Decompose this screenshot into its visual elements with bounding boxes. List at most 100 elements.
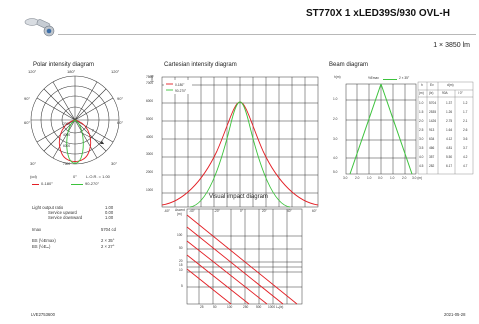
beam-table-cell: 357	[429, 155, 435, 159]
beam-table-cell: 1.2	[463, 101, 468, 105]
beam-table-header: h	[421, 83, 423, 87]
luminaire-image	[24, 14, 58, 38]
polar-angle-label: 30°	[111, 161, 118, 166]
cartesian-x-tick: -20°	[214, 209, 220, 213]
footer-code: LVE2753600	[31, 312, 55, 317]
beam-table-grid	[417, 81, 474, 175]
beam-table-subheader: (lx)	[429, 91, 434, 95]
beam-table-subheader: / 0°	[458, 91, 463, 95]
beam-table-cell: 3.7	[463, 146, 468, 150]
visual-y-unit-top: Ascent	[175, 208, 185, 212]
polar-radial-label: 7500	[63, 162, 71, 166]
cartesian-x-tick: 0°	[240, 209, 244, 213]
cartesian-y-tick: 3000	[146, 152, 154, 156]
beam-x-tick: 0.0	[378, 176, 383, 180]
polar-angle-label: 120°	[28, 69, 37, 74]
visual-title: Visual impact diagram	[209, 194, 268, 200]
polar-angle-label: 90°	[117, 96, 124, 101]
cartesian-y-tick: 7500	[146, 75, 154, 79]
beam-y-tick: 4.0	[333, 156, 338, 160]
beam-x-tick: 1.0	[390, 176, 395, 180]
imax-value: 5704 cd	[101, 227, 116, 232]
polar-diagram	[30, 75, 120, 165]
beam-table-cell: 913	[429, 128, 435, 132]
info-value: 1.00	[105, 205, 114, 210]
visual-y-tick: 50	[179, 246, 183, 250]
beam-legend-label: ½Emax	[368, 76, 379, 80]
beam-table-cell: 1.64	[446, 128, 453, 132]
visual-x-tick: 500	[256, 305, 262, 309]
visual-y-tick: 15	[179, 263, 183, 267]
beam-table-cell: 4.0	[419, 155, 424, 159]
cartesian-x-tick: -60°	[164, 209, 170, 213]
visual-x-tick: 50	[213, 305, 217, 309]
visual-y-tick: 10	[179, 268, 183, 272]
cartesian-x-tick: 20°	[262, 209, 267, 213]
beam-table-cell: 1.26	[446, 110, 453, 114]
polar-curve-0-180	[58, 119, 92, 162]
legend-swatch-green	[71, 184, 83, 185]
beam-table-cell: 4.81	[446, 146, 453, 150]
beam-legend-swatch	[383, 79, 397, 80]
cartesian-x-tick: 40°	[287, 209, 292, 213]
beam-table-cell: 4.2	[463, 155, 468, 159]
polar-angle-label: 60°	[117, 120, 124, 125]
lumen-output: 1 × 3850 lm	[433, 42, 470, 49]
info-value: 0.00	[105, 210, 114, 215]
beam-table-cell: 2.1	[463, 119, 468, 123]
beam-table-cell: 2.5	[419, 128, 424, 132]
beam-table-cell: 3.6	[463, 137, 468, 141]
cartesian-y-tick: 6000	[146, 99, 154, 103]
info-label: Service downward	[48, 215, 83, 220]
beam-y-tick: 3.0	[333, 137, 338, 141]
polar-legend-0-180: 0-180°	[41, 181, 53, 186]
info-label: Service upward	[48, 210, 77, 215]
beam-x-tick: 3.0	[343, 176, 348, 180]
visual-y-tick: 100	[177, 233, 183, 237]
visual-glare-curves	[186, 214, 298, 305]
visual-y-tick: 20	[179, 259, 183, 263]
beam-table-cell: 3.0	[419, 137, 424, 141]
bs-label: BS (½Eₘ)	[32, 244, 51, 249]
legend-swatch-red	[32, 184, 39, 185]
bs-label: BS (½Emax)	[32, 238, 56, 243]
polar-curve-90-270	[66, 119, 84, 164]
cartesian-y-tick: 4000	[146, 135, 154, 139]
beam-table-header: d(m)	[447, 83, 454, 87]
beam-x-tick: 2.0	[402, 176, 407, 180]
footer-date: 2021-05-28	[444, 312, 466, 317]
imax-label: Imax	[32, 227, 42, 232]
cartesian-y-tick: 5000	[146, 117, 154, 121]
beam-table-cell: 4.12	[446, 137, 453, 141]
beam-y-tick: 2.0	[333, 117, 338, 121]
beam-table-cell: 4.5	[419, 164, 424, 168]
beam-table-cell: 1.0	[419, 101, 424, 105]
beam-x-tick: 2.0	[355, 176, 360, 180]
beam-table-cell: 1.5	[419, 110, 424, 114]
beam-table-cell: 3.5	[419, 146, 424, 150]
cartesian-title: Cartesian intensity diagram	[164, 62, 237, 68]
cartesian-chart	[161, 76, 319, 208]
beam-table-cell: 5704	[429, 101, 437, 105]
visual-y-unit-bottom: (m)	[177, 212, 182, 216]
polar-radial-label: 4000	[63, 133, 71, 137]
polar-legend-90-270: 90-270°	[85, 181, 100, 186]
beam-table-subheader: (m)	[419, 91, 424, 95]
beam-x-tick: 3.0 (m)	[412, 176, 423, 180]
beam-legend-value: 2 × 35°	[399, 76, 410, 80]
info-label: Light output ratio	[32, 205, 64, 210]
cartesian-legend-90-270: 90-270°	[175, 89, 187, 93]
beam-table-subheader: 90A	[442, 91, 448, 95]
visual-x-axis-label: 1000 Lₐ(lx)	[268, 305, 284, 309]
beam-chart	[345, 83, 417, 175]
cartesian-y-tick: 2000	[146, 170, 154, 174]
beam-title: Beam diagram	[329, 62, 369, 68]
polar-angle-label: 60°	[24, 120, 31, 125]
cartesian-legend-0-180: 0-180°	[175, 83, 185, 87]
beam-table-cell: 2.0	[419, 119, 424, 123]
beam-table-cell: 5.50	[446, 155, 453, 159]
beam-table-cell: 2535	[429, 110, 437, 114]
beam-y-unit: h(m)	[334, 75, 341, 79]
beam-table-cell: 282	[429, 164, 435, 168]
polar-unit: (cd)	[30, 174, 37, 179]
